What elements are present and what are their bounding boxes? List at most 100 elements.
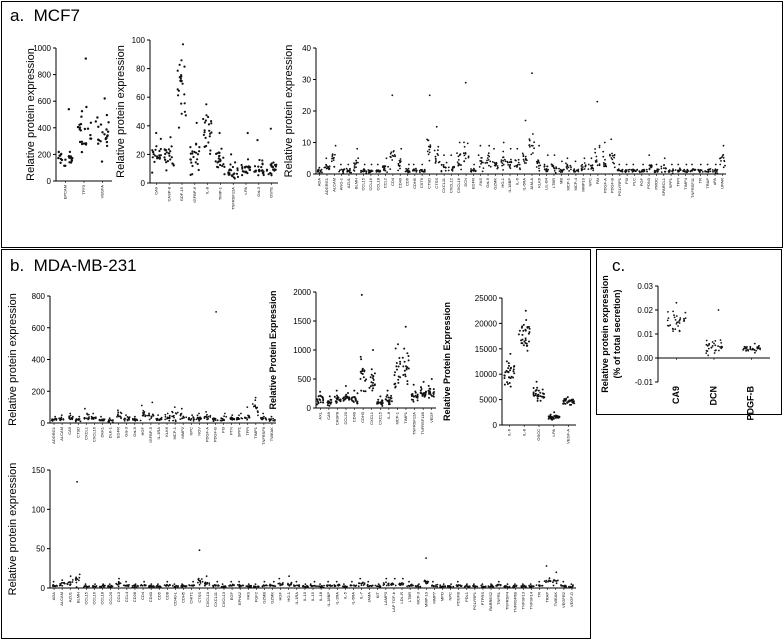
data-point <box>429 145 432 148</box>
data-point <box>340 168 343 171</box>
data-point <box>385 395 388 398</box>
data-point <box>179 77 182 80</box>
data-point <box>216 152 219 155</box>
data-point <box>751 347 754 350</box>
data-point <box>92 418 95 420</box>
x-category-label: MMP-10 <box>423 591 428 607</box>
data-point <box>264 417 267 419</box>
x-category-label: ADA <box>51 592 56 601</box>
data-point <box>370 381 373 384</box>
data-point <box>394 386 397 389</box>
x-category-label: VEGF-A <box>566 429 571 444</box>
data-point <box>333 585 336 588</box>
data-point <box>117 415 120 418</box>
data-point <box>359 355 362 358</box>
x-category-label: OSTE <box>269 187 274 198</box>
data-point <box>415 585 417 588</box>
data-point <box>713 170 716 172</box>
x-category-label: PDL1 <box>464 591 469 602</box>
data-point-max <box>603 141 606 144</box>
data-point-max <box>706 163 709 166</box>
x-category-label: PLC <box>632 178 637 186</box>
data-point <box>394 155 397 158</box>
data-point <box>436 583 439 586</box>
data-point <box>338 584 341 587</box>
data-point <box>71 581 74 583</box>
data-point <box>421 170 424 173</box>
data-point <box>669 324 672 326</box>
data-point <box>536 397 539 400</box>
data-point <box>150 415 153 418</box>
y-tick-label: 30 <box>302 76 311 85</box>
data-point <box>123 420 126 422</box>
data-point-max <box>344 385 347 387</box>
data-point <box>677 325 679 327</box>
data-point <box>657 170 659 173</box>
data-point-max <box>596 100 599 103</box>
data-point <box>294 584 297 587</box>
data-point <box>290 581 293 584</box>
data-point <box>192 416 195 419</box>
data-point <box>252 586 255 589</box>
data-point <box>83 417 86 420</box>
data-point-max <box>432 580 434 583</box>
data-point <box>477 154 480 157</box>
data-point <box>509 369 511 372</box>
data-point <box>301 585 304 588</box>
data-point <box>214 160 217 163</box>
data-point <box>392 155 395 157</box>
data-point <box>189 158 192 161</box>
data-point <box>429 387 432 390</box>
data-point <box>169 158 172 161</box>
data-point <box>261 163 264 166</box>
data-point <box>611 152 613 155</box>
y-tick-label: 500 <box>298 375 312 384</box>
data-point-max <box>425 557 427 559</box>
data-point <box>318 172 321 174</box>
data-point <box>316 398 319 401</box>
data-point <box>507 164 510 166</box>
data-point <box>52 419 54 421</box>
data-point <box>587 168 590 171</box>
data-point <box>529 146 531 148</box>
data-point <box>142 412 144 414</box>
data-point <box>360 358 363 361</box>
data-point <box>487 585 490 587</box>
data-point <box>565 162 567 165</box>
data-point-max <box>360 293 363 296</box>
data-point <box>407 367 410 370</box>
x-category-label: IL-5 <box>342 591 347 599</box>
data-point-max <box>205 103 208 106</box>
data-point <box>547 417 550 420</box>
data-point <box>261 169 264 172</box>
data-point-max <box>574 160 577 163</box>
x-category-label: NPC <box>448 592 453 601</box>
data-point <box>539 395 542 398</box>
data-point <box>558 167 560 170</box>
x-category-label: CXCL11 <box>441 177 446 193</box>
data-point-max <box>481 583 484 585</box>
data-point <box>414 394 417 397</box>
data-point <box>86 586 89 588</box>
data-point <box>507 367 510 370</box>
data-point <box>543 165 546 168</box>
data-point <box>471 169 474 172</box>
data-point <box>536 399 539 402</box>
y-tick-label: 10 <box>302 139 311 148</box>
data-point <box>390 582 393 585</box>
data-point <box>94 120 98 123</box>
data-point-max <box>625 163 628 166</box>
data-point <box>372 381 374 384</box>
data-point <box>573 170 575 173</box>
data-point-max <box>134 583 137 585</box>
data-point <box>515 585 518 588</box>
data-point <box>673 314 675 317</box>
data-point-max <box>173 406 176 408</box>
data-point <box>481 170 484 173</box>
data-point <box>166 160 169 163</box>
data-point <box>539 164 542 167</box>
data-point <box>317 585 319 588</box>
data-point <box>241 166 244 169</box>
data-point <box>240 163 243 167</box>
data-point <box>545 170 548 173</box>
